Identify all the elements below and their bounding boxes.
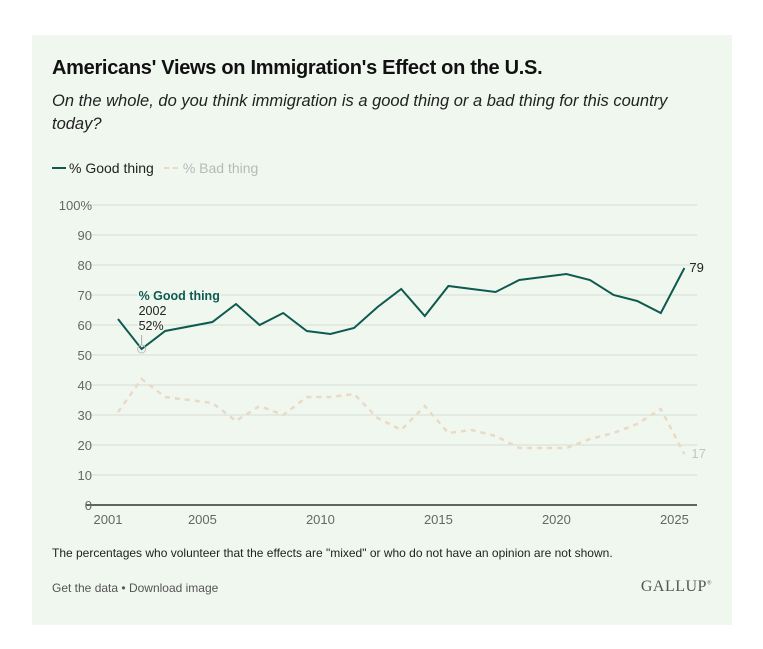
data-point-good — [682, 266, 686, 270]
y-tick-label: 40 — [78, 378, 92, 393]
data-point-bad — [116, 410, 120, 414]
trademark-mark: ® — [706, 580, 712, 587]
data-point-good — [234, 302, 238, 306]
x-tick-label: 2025 — [660, 512, 689, 527]
y-tick-label: 80 — [78, 258, 92, 273]
annotation-group: % Good thing 2002 52% — [137, 288, 221, 354]
data-point-bad — [376, 416, 380, 420]
x-tick-label: 2005 — [188, 512, 217, 527]
legend-swatch-bad — [163, 167, 178, 169]
chart-title: Americans' Views on Immigration's Effect… — [52, 57, 543, 79]
end-label-good: 79 — [689, 260, 703, 275]
data-point-good — [116, 317, 120, 321]
data-point-bad — [352, 392, 356, 396]
annotation-year-label: 2002 — [139, 304, 167, 318]
data-point-good — [423, 314, 427, 318]
y-tick-label: 90 — [78, 228, 92, 243]
annotation-marker — [137, 344, 147, 354]
data-point-bad — [564, 446, 568, 450]
y-tick-label: 60 — [78, 318, 92, 333]
legend-swatch-good — [52, 167, 66, 169]
series-lines — [116, 266, 686, 456]
data-point-bad — [281, 413, 285, 417]
y-tick-label: 50 — [78, 348, 92, 363]
download-image-link[interactable]: Download image — [128, 581, 219, 595]
annotation-series-label: % Good thing — [139, 289, 220, 303]
get-data-link[interactable]: Get the data — [52, 581, 119, 595]
series-line-bad — [116, 377, 686, 455]
data-point-bad — [234, 419, 238, 423]
data-point-bad — [258, 404, 262, 408]
data-point-bad — [659, 407, 663, 411]
y-tick-label: 10 — [78, 468, 92, 483]
link-separator: • — [121, 581, 126, 595]
data-point-good — [635, 299, 639, 303]
y-tick-label: 100% — [59, 198, 93, 213]
data-point-good — [163, 329, 167, 333]
data-point-good — [140, 347, 144, 351]
data-point-good — [494, 290, 498, 294]
legend-label-bad: % Bad thing — [182, 160, 259, 176]
data-point-bad — [210, 401, 214, 405]
data-point-good — [612, 293, 616, 297]
data-point-bad — [517, 446, 521, 450]
y-tick-label: 30 — [78, 408, 92, 423]
data-point-good — [588, 278, 592, 282]
x-tick-label: 2010 — [306, 512, 335, 527]
data-point-bad — [612, 431, 616, 435]
data-point-bad — [470, 428, 474, 432]
data-point-bad — [446, 431, 450, 435]
data-point-good — [328, 332, 332, 336]
y-tick-label: 0 — [85, 498, 92, 513]
x-tick-label: 2020 — [542, 512, 571, 527]
end-label-bad: 17 — [691, 446, 705, 461]
data-point-good — [352, 326, 356, 330]
footer-links: Get the data • Download image — [52, 581, 218, 595]
gallup-logo-text: GALLUP — [640, 578, 707, 595]
legend: % Good thing % Bad thing — [52, 160, 268, 176]
legend-item-good[interactable]: % Good thing — [52, 160, 154, 176]
chart-card: Americans' Views on Immigration's Effect… — [32, 35, 732, 625]
line-chart: 0 10 20 30 40 50 60 70 80 90 100% 2001 2005 2010 2015… — [59, 198, 706, 527]
y-tick-label: 70 — [78, 288, 92, 303]
legend-item-bad[interactable]: % Bad thing — [163, 160, 259, 176]
data-point-good — [470, 287, 474, 291]
series-line-good — [117, 267, 686, 351]
data-point-good — [305, 329, 309, 333]
data-point-bad — [588, 437, 592, 441]
data-point-good — [446, 284, 450, 288]
legend-label-good: % Good thing — [69, 160, 154, 176]
data-point-good — [517, 278, 521, 282]
gallup-logo[interactable]: GALLUP® — [641, 578, 712, 596]
y-axis-ticks: 0 10 20 30 40 50 60 70 80 90 100% — [59, 198, 93, 513]
data-point-bad — [328, 395, 332, 399]
data-point-good — [541, 275, 545, 279]
data-point-bad — [494, 434, 498, 438]
data-point-good — [659, 311, 663, 315]
data-point-good — [564, 272, 568, 276]
chart-subtitle: On the whole, do you think immigration i… — [52, 92, 668, 133]
data-point-bad — [635, 422, 639, 426]
data-point-bad — [163, 395, 167, 399]
data-point-good — [376, 305, 380, 309]
data-point-good — [210, 320, 214, 324]
grid-lines — [86, 204, 697, 506]
data-point-good — [399, 287, 403, 291]
data-point-good — [258, 323, 262, 327]
data-point-good — [281, 311, 285, 315]
data-point-bad — [423, 404, 427, 408]
x-tick-label: 2001 — [94, 512, 123, 527]
x-axis-ticks: 2001 2005 2010 2015 2020 2025 — [94, 512, 689, 527]
data-point-bad — [140, 377, 144, 381]
annotation-value-label: 52% — [139, 319, 164, 333]
data-point-bad — [541, 446, 545, 450]
data-point-bad — [682, 452, 686, 456]
data-point-bad — [305, 395, 309, 399]
footnote: The percentages who volunteer that the e… — [52, 546, 613, 560]
y-tick-label: 20 — [78, 438, 92, 453]
data-point-bad — [399, 428, 403, 432]
x-tick-label: 2015 — [424, 512, 453, 527]
